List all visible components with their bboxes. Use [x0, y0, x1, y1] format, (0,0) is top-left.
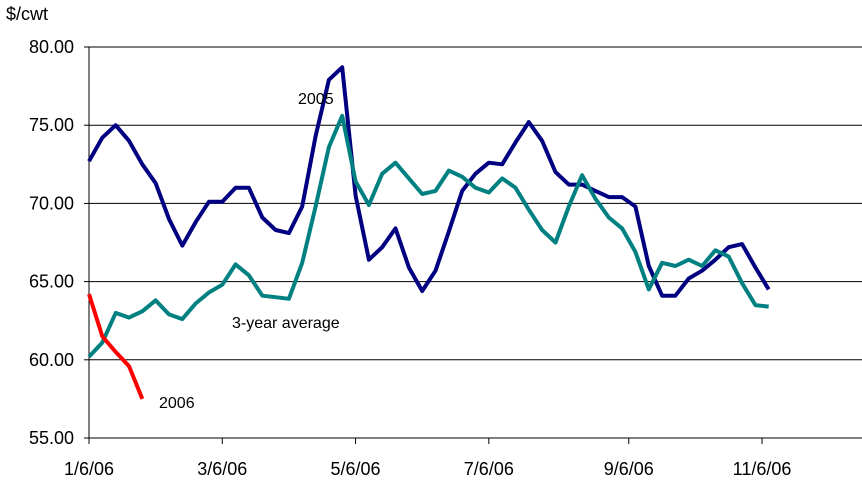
y-tick-label: 55.00 [29, 428, 74, 448]
x-tick-label: 11/6/06 [733, 459, 792, 479]
y-tick-labels: 80.00 75.00 70.00 65.00 60.00 55.00 [29, 37, 74, 448]
y-tick-label: 70.00 [29, 193, 74, 213]
x-tick-label: 7/6/06 [464, 459, 514, 479]
axes [84, 46, 862, 444]
x-tick-label: 9/6/06 [604, 459, 654, 479]
y-tick-label: 60.00 [29, 350, 74, 370]
y-tick-label: 65.00 [29, 272, 74, 292]
x-tick-label: 1/6/06 [64, 459, 114, 479]
annotation-2006: 2006 [159, 395, 195, 412]
y-tick-label: 75.00 [29, 115, 74, 135]
annotation-2005: 2005 [298, 91, 334, 108]
annotation-3-year-average: 3-year average [232, 315, 340, 332]
plot-area [89, 47, 862, 438]
gridlines [89, 46, 862, 361]
series-line-2006 [87, 293, 145, 400]
series-line-2005 [87, 65, 771, 298]
x-tick-label: 3/6/06 [197, 459, 247, 479]
y-axis-unit-label: $/cwt [6, 4, 48, 24]
x-tick-labels: 1/6/06 3/6/06 5/6/06 7/6/06 9/6/06 11/6/06 [64, 459, 791, 479]
y-tick-label: 80.00 [29, 37, 74, 57]
series-line-3-year-average [87, 113, 769, 359]
x-tick-label: 5/6/06 [331, 459, 381, 479]
series-lines [87, 65, 771, 400]
